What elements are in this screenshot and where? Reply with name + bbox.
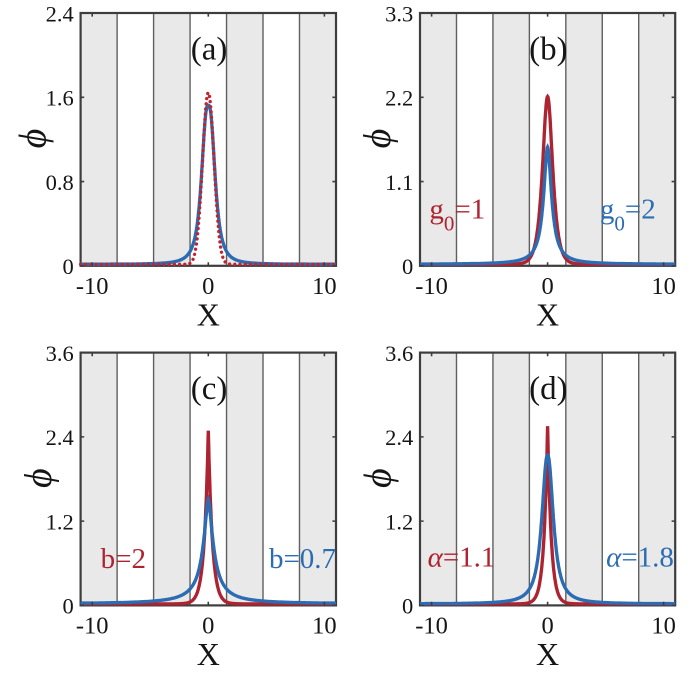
- svg-text:1.1: 1.1: [385, 170, 413, 195]
- svg-text:3.3: 3.3: [385, 1, 413, 26]
- svg-text:(c): (c): [191, 371, 228, 407]
- svg-text:α=1.1: α=1.1: [428, 542, 496, 574]
- svg-text:2.4: 2.4: [385, 425, 413, 450]
- svg-text:α=1.8: α=1.8: [606, 542, 674, 574]
- svg-text:2.4: 2.4: [46, 1, 74, 26]
- svg-text:3.6: 3.6: [385, 341, 413, 366]
- svg-text:(b): (b): [529, 32, 567, 68]
- svg-text:3.6: 3.6: [46, 341, 74, 366]
- svg-text:X: X: [197, 636, 220, 672]
- svg-text:1.2: 1.2: [385, 509, 413, 534]
- svg-text:X: X: [197, 296, 220, 332]
- svg-text:0: 0: [202, 273, 214, 300]
- svg-text:0: 0: [541, 612, 553, 639]
- svg-text:X: X: [536, 296, 559, 332]
- svg-text:-10: -10: [76, 612, 109, 639]
- svg-text:-10: -10: [415, 612, 448, 639]
- svg-text:(a): (a): [191, 32, 228, 68]
- svg-text:ϕ: ϕ: [357, 129, 399, 149]
- svg-text:0: 0: [402, 254, 413, 279]
- svg-text:0: 0: [63, 594, 74, 619]
- svg-text:2.4: 2.4: [46, 425, 74, 450]
- svg-text:2.2: 2.2: [385, 86, 413, 111]
- svg-text:-10: -10: [415, 273, 448, 300]
- svg-text:0: 0: [202, 612, 214, 639]
- svg-text:0: 0: [63, 254, 74, 279]
- svg-text:(d): (d): [529, 371, 567, 407]
- svg-text:1.6: 1.6: [46, 86, 74, 111]
- svg-text:ϕ: ϕ: [18, 468, 60, 488]
- svg-text:0: 0: [402, 594, 413, 619]
- svg-text:b=2: b=2: [101, 543, 146, 575]
- svg-text:0.8: 0.8: [46, 170, 74, 195]
- svg-text:10: 10: [312, 612, 337, 639]
- svg-text:ϕ: ϕ: [358, 468, 400, 488]
- svg-text:X: X: [536, 636, 559, 672]
- svg-text:-10: -10: [76, 273, 109, 300]
- svg-text:10: 10: [651, 612, 676, 639]
- svg-text:0: 0: [541, 273, 553, 300]
- svg-text:b=0.7: b=0.7: [269, 543, 336, 575]
- svg-text:10: 10: [312, 273, 337, 300]
- svg-text:1.2: 1.2: [46, 509, 74, 534]
- svg-text:ϕ: ϕ: [12, 129, 54, 149]
- svg-text:10: 10: [651, 273, 676, 300]
